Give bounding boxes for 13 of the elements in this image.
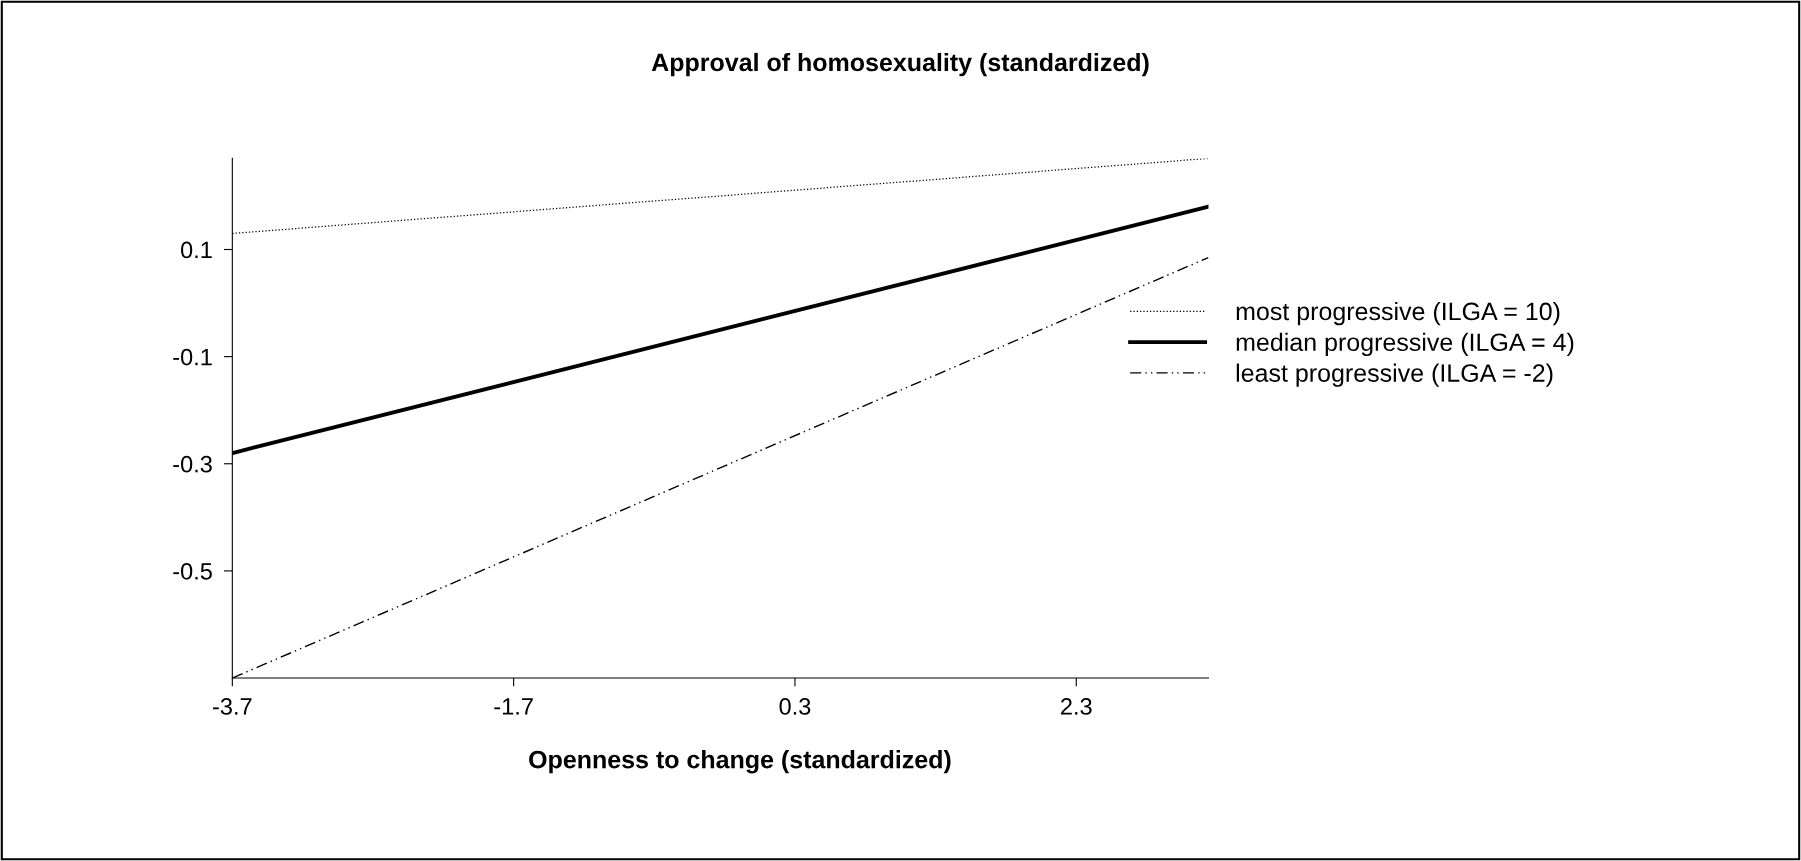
x-axis-title: Openness to change (standardized) [529,750,951,774]
x-tick-label: 0.3 [779,698,811,715]
chart-title: Approval of homosexuality (standardized) [651,52,1149,77]
legend-label: least progressive (ILGA = -2) [1236,363,1553,387]
x-tick-label: -1.7 [494,698,533,715]
x-tick-label: 2.3 [1061,698,1092,715]
y-tick-label: 0.1 [180,241,212,259]
legend-label: most progressive (ILGA = 10) [1236,301,1560,326]
y-tick-label: -0.3 [173,455,212,473]
legend-label: median progressive (ILGA = 4) [1236,332,1574,357]
x-tick-label: -3.7 [213,698,252,715]
y-tick-label: -0.5 [173,562,212,580]
y-tick-label: -0.1 [173,348,212,366]
